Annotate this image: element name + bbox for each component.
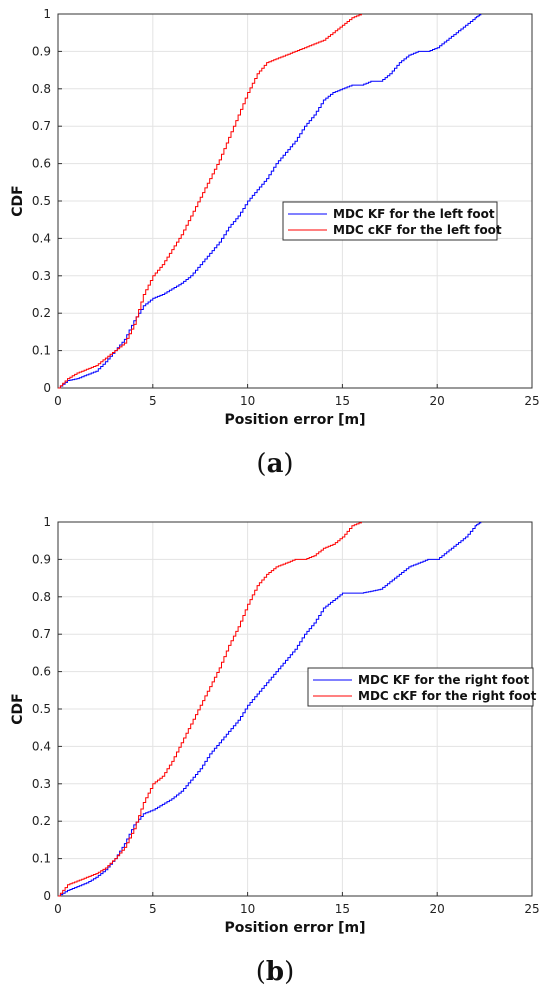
panel-caption: (a) <box>256 449 293 479</box>
series-line-ckf <box>58 14 362 389</box>
y-tick-label: 0.3 <box>32 777 51 791</box>
legend-box <box>307 667 534 707</box>
y-tick-label: 0.1 <box>32 344 51 358</box>
y-tick-label: 0 <box>43 889 51 903</box>
panel-caption: (b) <box>256 957 295 987</box>
series-line-kf <box>58 522 482 897</box>
x-tick-label: 20 <box>430 902 445 916</box>
series-line-kf <box>58 14 482 389</box>
legend: MDC KF for the left foot MDC cKF for the … <box>282 201 502 241</box>
x-tick-label: 0 <box>54 394 62 408</box>
y-tick-label: 0.8 <box>32 82 51 96</box>
x-tick-label: 0 <box>54 902 62 916</box>
axes-frame <box>57 13 533 389</box>
y-tick-label: 0.5 <box>32 702 51 716</box>
x-axis-label: Position error [m] <box>224 412 365 428</box>
y-tick-label: 0.7 <box>32 119 51 133</box>
y-tick-label: 0.4 <box>32 231 51 245</box>
y-tick-label: 0.6 <box>32 665 51 679</box>
chart-panel-b: 0 5 10 15 20 25 0 0.1 0.2 0.3 0.4 0.5 0.6 0.7 0.8 0.9 1 P… <box>10 515 540 987</box>
legend-entry-label: MDC KF for the right foot <box>358 673 530 687</box>
chart-panel-a: 0 5 10 15 20 25 0 0.1 0.2 0.3 0.4 0.5 0.6 0.7 0.8 0.9 1 P… <box>10 7 540 479</box>
y-tick-label: 0.8 <box>32 590 51 604</box>
y-tick-label: 0.3 <box>32 269 51 283</box>
y-tick-label: 0.7 <box>32 627 51 641</box>
x-tick-label: 10 <box>240 902 255 916</box>
x-tick-label: 5 <box>149 902 157 916</box>
y-axis-label: CDF <box>10 185 26 216</box>
y-tick-label: 0.9 <box>32 552 51 566</box>
x-tick-label: 15 <box>335 394 350 408</box>
x-tick-label: 10 <box>240 394 255 408</box>
y-tick-label: 0.2 <box>32 814 51 828</box>
legend-entry-label: MDC cKF for the left foot <box>333 223 502 237</box>
x-tick-label: 25 <box>524 902 539 916</box>
series-line-ckf <box>58 522 362 897</box>
panel-caption-letter: b <box>266 957 284 987</box>
y-axis-label: CDF <box>10 693 26 724</box>
y-tick-label: 0.6 <box>32 157 51 171</box>
legend-box <box>282 201 498 241</box>
y-tick-label: 1 <box>43 7 51 21</box>
legend-entry-label: MDC KF for the left foot <box>333 207 495 221</box>
y-tick-label: 0.4 <box>32 739 51 753</box>
axes-frame <box>57 521 533 897</box>
y-tick-label: 0.2 <box>32 306 51 320</box>
x-tick-label: 20 <box>430 394 445 408</box>
legend: MDC KF for the right foot MDC cKF for the… <box>307 667 537 707</box>
y-tick-label: 0.1 <box>32 852 51 866</box>
y-tick-label: 0 <box>43 381 51 395</box>
x-tick-label: 15 <box>335 902 350 916</box>
y-tick-label: 1 <box>43 515 51 529</box>
x-axis-label: Position error [m] <box>224 920 365 936</box>
legend-entry-label: MDC cKF for the right foot <box>358 689 537 703</box>
x-tick-label: 5 <box>149 394 157 408</box>
panel-caption-letter: a <box>267 449 284 479</box>
y-tick-label: 0.9 <box>32 44 51 58</box>
x-tick-label: 25 <box>524 394 539 408</box>
y-tick-label: 0.5 <box>32 194 51 208</box>
